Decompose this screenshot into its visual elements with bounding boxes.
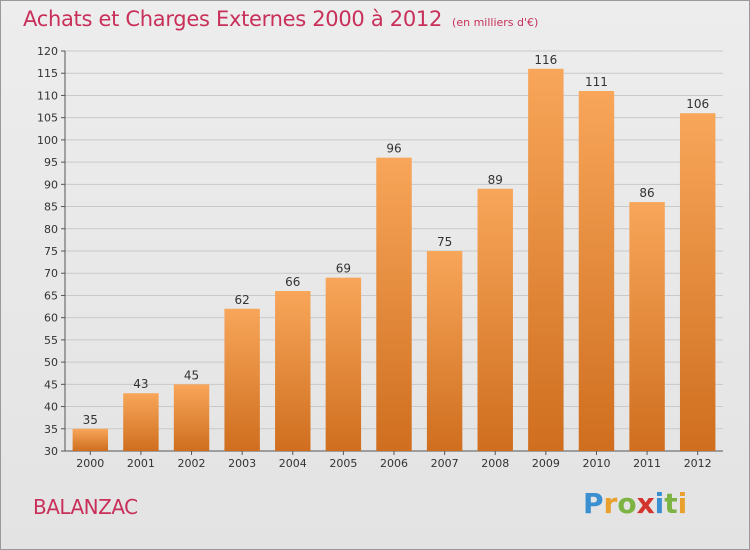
logo-letter: x — [636, 487, 655, 520]
y-tick-label: 115 — [37, 67, 58, 80]
x-tick-label: 2001 — [127, 457, 155, 470]
y-tick-label: 80 — [44, 223, 58, 236]
data-label: 62 — [235, 293, 250, 307]
data-label: 69 — [336, 262, 351, 276]
logo-letter: t — [664, 487, 678, 520]
data-label: 116 — [534, 53, 557, 67]
y-tick-label: 70 — [44, 267, 58, 280]
y-tick-label: 45 — [44, 378, 58, 391]
y-tick-label: 85 — [44, 201, 58, 214]
x-tick-label: 2010 — [582, 457, 610, 470]
chart-subtitle: (en milliers d'€) — [452, 16, 539, 29]
bars — [72, 68, 716, 452]
y-tick-label: 55 — [44, 334, 58, 347]
data-label: 89 — [488, 173, 503, 187]
y-tick-label: 95 — [44, 156, 58, 169]
x-tick-label: 2004 — [279, 457, 307, 470]
y-tick-label: 105 — [37, 112, 58, 125]
logo-letter: o — [617, 487, 637, 520]
bar-2010 — [578, 91, 615, 451]
data-label: 35 — [83, 413, 98, 427]
bar-2012 — [679, 113, 716, 451]
y-tick-label: 110 — [37, 89, 58, 102]
bar-2001 — [123, 393, 159, 451]
data-label: 106 — [686, 97, 709, 111]
y-tick-label: 50 — [44, 356, 58, 369]
place-name: BALANZAC — [33, 495, 138, 519]
y-tick-label: 75 — [44, 245, 58, 258]
chart-title: Achats et Charges Externes 2000 à 2012 (e… — [23, 7, 538, 31]
data-label: 66 — [285, 275, 300, 289]
x-tick-label: 2006 — [380, 457, 408, 470]
bar-2005 — [325, 277, 362, 451]
bar-2004 — [275, 291, 311, 451]
x-tick-label: 2009 — [532, 457, 560, 470]
bar-2009 — [528, 68, 564, 452]
x-tick-label: 2012 — [684, 457, 712, 470]
logo-letter: P — [583, 487, 604, 520]
y-tick-label: 90 — [44, 178, 58, 191]
y-tick-label: 60 — [44, 312, 58, 325]
bar-2002 — [173, 384, 210, 451]
logo-letter: r — [603, 487, 618, 520]
proxiti-logo: Proxiti — [583, 487, 687, 520]
x-tick-label: 2007 — [431, 457, 459, 470]
x-tick-label: 2011 — [633, 457, 661, 470]
x-tick-label: 2003 — [228, 457, 256, 470]
y-tick-label: 35 — [44, 423, 58, 436]
bar-2006 — [376, 157, 412, 451]
x-tick-label: 2002 — [178, 457, 206, 470]
chart-title-text: Achats et Charges Externes 2000 à 2012 — [23, 7, 443, 31]
data-label: 45 — [184, 368, 199, 382]
y-tick-label: 65 — [44, 289, 58, 302]
logo-letter: i — [654, 487, 665, 520]
y-tick-label: 100 — [37, 134, 58, 147]
y-tick-label: 30 — [44, 445, 58, 458]
bar-2011 — [629, 202, 665, 451]
labels: 30 35 40 45 50 55 60 65 70 75 80 85 90 95 100 105 110 115… — [37, 45, 712, 470]
y-tick-label: 120 — [37, 45, 58, 58]
logo-letter: i — [677, 487, 688, 520]
bar-2003 — [224, 308, 260, 451]
data-label: 75 — [437, 235, 452, 249]
bar-2000 — [72, 428, 109, 451]
data-label: 111 — [585, 75, 608, 89]
data-label: 86 — [639, 186, 654, 200]
bar-2007 — [426, 251, 463, 451]
x-tick-label: 2008 — [481, 457, 509, 470]
data-label: 96 — [386, 142, 401, 156]
x-tick-label: 2000 — [76, 457, 104, 470]
bar-2008 — [477, 188, 513, 451]
x-tick-label: 2005 — [329, 457, 357, 470]
data-label: 43 — [133, 377, 148, 391]
y-tick-label: 40 — [44, 401, 58, 414]
